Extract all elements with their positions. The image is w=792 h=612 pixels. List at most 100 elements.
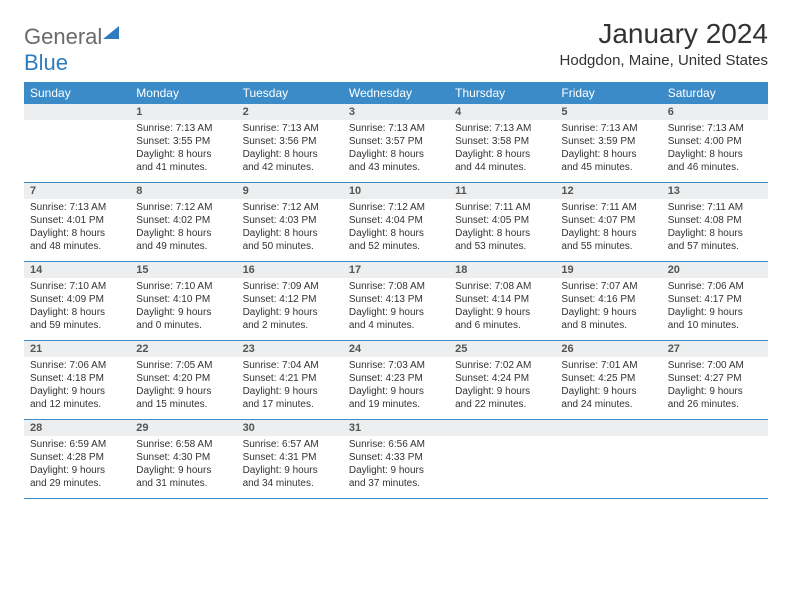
day-number: 18 xyxy=(449,262,555,278)
sunrise-text: Sunrise: 7:02 AM xyxy=(455,359,549,372)
daylight-text: Daylight: 9 hours and 19 minutes. xyxy=(349,385,443,411)
day-body: Sunrise: 7:07 AMSunset: 4:16 PMDaylight:… xyxy=(555,278,661,340)
daylight-text: Daylight: 8 hours and 52 minutes. xyxy=(349,227,443,253)
daylight-text: Daylight: 9 hours and 37 minutes. xyxy=(349,464,443,490)
calendar-cell: 29Sunrise: 6:58 AMSunset: 4:30 PMDayligh… xyxy=(130,420,236,499)
calendar-cell: 14Sunrise: 7:10 AMSunset: 4:09 PMDayligh… xyxy=(24,262,130,341)
day-body: Sunrise: 7:11 AMSunset: 4:07 PMDaylight:… xyxy=(555,199,661,261)
day-body: Sunrise: 7:01 AMSunset: 4:25 PMDaylight:… xyxy=(555,357,661,419)
day-number: 31 xyxy=(343,420,449,436)
sunset-text: Sunset: 4:14 PM xyxy=(455,293,549,306)
daylight-text: Daylight: 9 hours and 8 minutes. xyxy=(561,306,655,332)
sunrise-text: Sunrise: 7:06 AM xyxy=(30,359,124,372)
day-body: Sunrise: 7:11 AMSunset: 4:08 PMDaylight:… xyxy=(662,199,768,261)
sunset-text: Sunset: 4:17 PM xyxy=(668,293,762,306)
calendar-cell: 13Sunrise: 7:11 AMSunset: 4:08 PMDayligh… xyxy=(662,183,768,262)
daylight-text: Daylight: 9 hours and 31 minutes. xyxy=(136,464,230,490)
logo-triangle-icon xyxy=(103,26,119,39)
sunrise-text: Sunrise: 7:01 AM xyxy=(561,359,655,372)
day-body: Sunrise: 7:13 AMSunset: 4:01 PMDaylight:… xyxy=(24,199,130,261)
day-number: 10 xyxy=(343,183,449,199)
weekday-header: Monday xyxy=(130,82,236,104)
sunrise-text: Sunrise: 7:12 AM xyxy=(349,201,443,214)
weekday-header: Tuesday xyxy=(237,82,343,104)
weekday-header: Thursday xyxy=(449,82,555,104)
daylight-text: Daylight: 8 hours and 41 minutes. xyxy=(136,148,230,174)
day-number: 22 xyxy=(130,341,236,357)
day-number: 4 xyxy=(449,104,555,120)
sunset-text: Sunset: 4:16 PM xyxy=(561,293,655,306)
daylight-text: Daylight: 8 hours and 48 minutes. xyxy=(30,227,124,253)
sunrise-text: Sunrise: 7:13 AM xyxy=(136,122,230,135)
sunrise-text: Sunrise: 7:13 AM xyxy=(668,122,762,135)
calendar-cell: 1Sunrise: 7:13 AMSunset: 3:55 PMDaylight… xyxy=(130,104,236,183)
sunset-text: Sunset: 4:02 PM xyxy=(136,214,230,227)
calendar-cell: 10Sunrise: 7:12 AMSunset: 4:04 PMDayligh… xyxy=(343,183,449,262)
calendar-cell: 30Sunrise: 6:57 AMSunset: 4:31 PMDayligh… xyxy=(237,420,343,499)
day-number: 12 xyxy=(555,183,661,199)
weekday-header: Sunday xyxy=(24,82,130,104)
day-body: Sunrise: 6:58 AMSunset: 4:30 PMDaylight:… xyxy=(130,436,236,498)
day-body: Sunrise: 7:12 AMSunset: 4:04 PMDaylight:… xyxy=(343,199,449,261)
sunrise-text: Sunrise: 7:04 AM xyxy=(243,359,337,372)
daylight-text: Daylight: 8 hours and 43 minutes. xyxy=(349,148,443,174)
daylight-text: Daylight: 8 hours and 59 minutes. xyxy=(30,306,124,332)
day-number: 17 xyxy=(343,262,449,278)
calendar-cell: 27Sunrise: 7:00 AMSunset: 4:27 PMDayligh… xyxy=(662,341,768,420)
sunset-text: Sunset: 4:13 PM xyxy=(349,293,443,306)
sunrise-text: Sunrise: 7:11 AM xyxy=(561,201,655,214)
daylight-text: Daylight: 9 hours and 26 minutes. xyxy=(668,385,762,411)
day-body: Sunrise: 7:08 AMSunset: 4:14 PMDaylight:… xyxy=(449,278,555,340)
sunrise-text: Sunrise: 7:13 AM xyxy=(243,122,337,135)
sunset-text: Sunset: 3:56 PM xyxy=(243,135,337,148)
logo-text-general: General xyxy=(24,24,102,49)
daylight-text: Daylight: 9 hours and 15 minutes. xyxy=(136,385,230,411)
sunset-text: Sunset: 3:59 PM xyxy=(561,135,655,148)
day-number: 24 xyxy=(343,341,449,357)
calendar-cell: 18Sunrise: 7:08 AMSunset: 4:14 PMDayligh… xyxy=(449,262,555,341)
calendar-cell: 6Sunrise: 7:13 AMSunset: 4:00 PMDaylight… xyxy=(662,104,768,183)
calendar-cell: 15Sunrise: 7:10 AMSunset: 4:10 PMDayligh… xyxy=(130,262,236,341)
sunrise-text: Sunrise: 6:58 AM xyxy=(136,438,230,451)
day-number: 13 xyxy=(662,183,768,199)
sunset-text: Sunset: 3:58 PM xyxy=(455,135,549,148)
day-number: 30 xyxy=(237,420,343,436)
title-block: January 2024 Hodgdon, Maine, United Stat… xyxy=(560,18,768,69)
sunset-text: Sunset: 4:24 PM xyxy=(455,372,549,385)
calendar-week: 1Sunrise: 7:13 AMSunset: 3:55 PMDaylight… xyxy=(24,104,768,183)
day-number: 28 xyxy=(24,420,130,436)
calendar-cell: 3Sunrise: 7:13 AMSunset: 3:57 PMDaylight… xyxy=(343,104,449,183)
calendar-cell: 25Sunrise: 7:02 AMSunset: 4:24 PMDayligh… xyxy=(449,341,555,420)
day-body: Sunrise: 7:13 AMSunset: 3:56 PMDaylight:… xyxy=(237,120,343,182)
daylight-text: Daylight: 8 hours and 45 minutes. xyxy=(561,148,655,174)
calendar-cell: 28Sunrise: 6:59 AMSunset: 4:28 PMDayligh… xyxy=(24,420,130,499)
day-number: 29 xyxy=(130,420,236,436)
sunset-text: Sunset: 4:10 PM xyxy=(136,293,230,306)
day-body: Sunrise: 7:10 AMSunset: 4:09 PMDaylight:… xyxy=(24,278,130,340)
weekday-header: Saturday xyxy=(662,82,768,104)
daylight-text: Daylight: 8 hours and 42 minutes. xyxy=(243,148,337,174)
day-body: Sunrise: 7:06 AMSunset: 4:17 PMDaylight:… xyxy=(662,278,768,340)
sunset-text: Sunset: 4:07 PM xyxy=(561,214,655,227)
day-body: Sunrise: 6:59 AMSunset: 4:28 PMDaylight:… xyxy=(24,436,130,498)
sunset-text: Sunset: 4:20 PM xyxy=(136,372,230,385)
sunrise-text: Sunrise: 7:11 AM xyxy=(668,201,762,214)
sunset-text: Sunset: 4:27 PM xyxy=(668,372,762,385)
calendar-cell: 2Sunrise: 7:13 AMSunset: 3:56 PMDaylight… xyxy=(237,104,343,183)
calendar-cell: 5Sunrise: 7:13 AMSunset: 3:59 PMDaylight… xyxy=(555,104,661,183)
calendar-cell: 19Sunrise: 7:07 AMSunset: 4:16 PMDayligh… xyxy=(555,262,661,341)
sunset-text: Sunset: 4:12 PM xyxy=(243,293,337,306)
day-body: Sunrise: 7:00 AMSunset: 4:27 PMDaylight:… xyxy=(662,357,768,419)
day-number: 1 xyxy=(130,104,236,120)
sunset-text: Sunset: 4:05 PM xyxy=(455,214,549,227)
day-number xyxy=(449,420,555,436)
day-body xyxy=(662,436,768,492)
sunset-text: Sunset: 4:18 PM xyxy=(30,372,124,385)
calendar-cell: 7Sunrise: 7:13 AMSunset: 4:01 PMDaylight… xyxy=(24,183,130,262)
day-number xyxy=(662,420,768,436)
daylight-text: Daylight: 8 hours and 57 minutes. xyxy=(668,227,762,253)
sunset-text: Sunset: 3:57 PM xyxy=(349,135,443,148)
day-number: 6 xyxy=(662,104,768,120)
calendar-cell: 24Sunrise: 7:03 AMSunset: 4:23 PMDayligh… xyxy=(343,341,449,420)
sunrise-text: Sunrise: 7:09 AM xyxy=(243,280,337,293)
